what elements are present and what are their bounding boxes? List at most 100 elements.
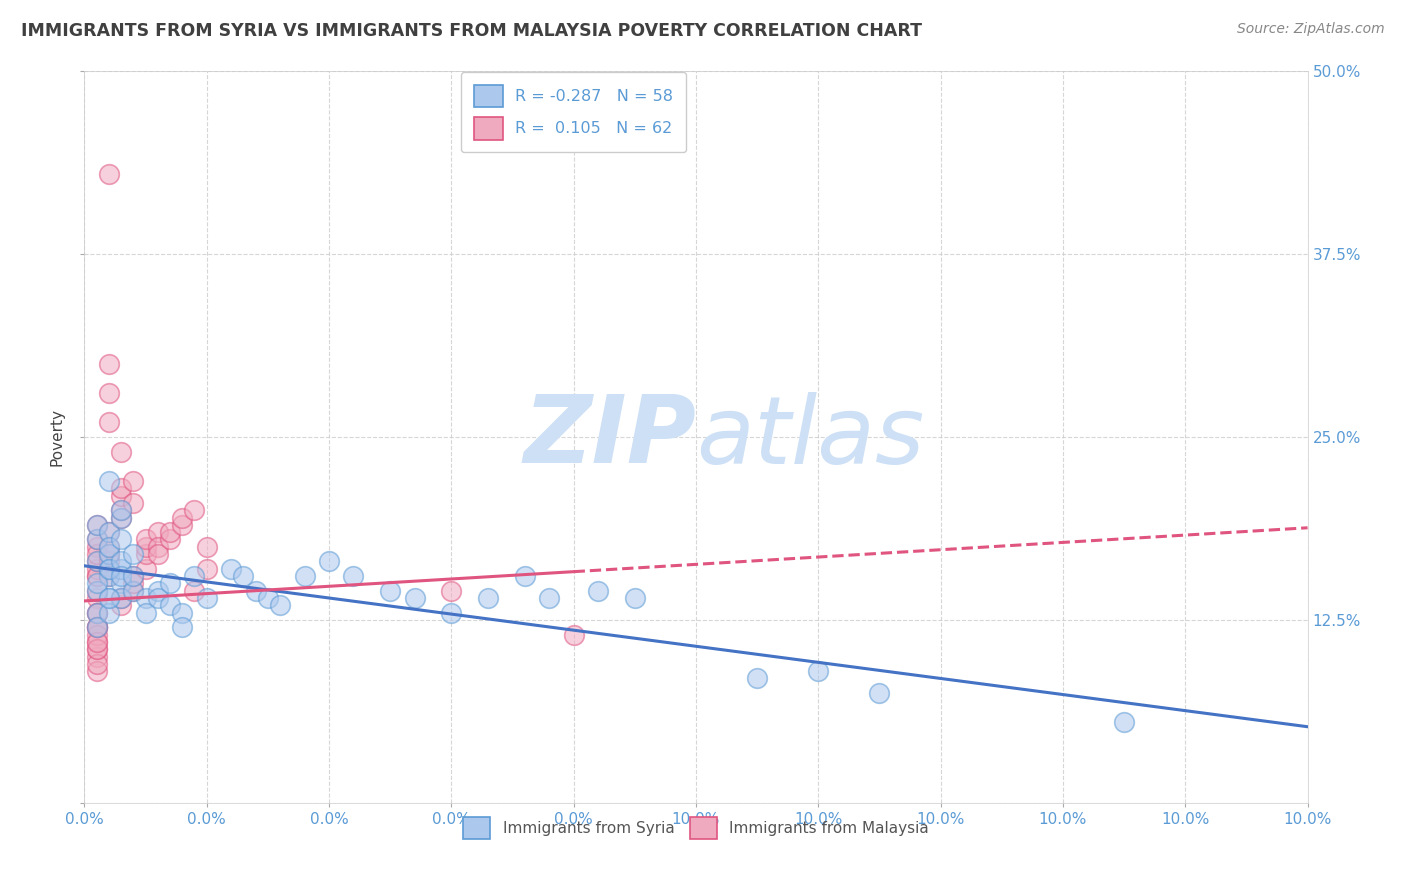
Point [97, 547, 120, 561]
Point [97, 569, 120, 583]
Point [135, 562, 157, 576]
Point [97, 540, 120, 554]
Point [86, 635, 108, 649]
Point [97, 357, 120, 371]
Point [146, 583, 169, 598]
Point [513, 569, 536, 583]
Point [86, 627, 108, 641]
Point [86, 591, 108, 605]
Legend: Immigrants from Syria, Immigrants from Malaysia: Immigrants from Syria, Immigrants from M… [456, 809, 936, 847]
Point [135, 533, 157, 547]
Point [380, 583, 402, 598]
Point [257, 591, 280, 605]
Point [110, 510, 132, 524]
Point [86, 664, 108, 678]
Point [86, 649, 108, 664]
Point [122, 583, 145, 598]
Text: Source: ZipAtlas.com: Source: ZipAtlas.com [1237, 22, 1385, 37]
Point [97, 525, 120, 540]
Point [86, 576, 108, 591]
Point [269, 599, 291, 613]
Point [97, 474, 120, 488]
Point [807, 664, 830, 678]
Point [869, 686, 891, 700]
Point [122, 496, 145, 510]
Point [97, 167, 120, 181]
Point [538, 591, 561, 605]
Point [172, 620, 194, 634]
Point [232, 569, 254, 583]
Point [110, 503, 132, 517]
Point [86, 583, 108, 598]
Point [135, 547, 157, 561]
Point [110, 576, 132, 591]
Point [110, 489, 132, 503]
Point [97, 525, 120, 540]
Point [477, 591, 499, 605]
Point [110, 591, 132, 605]
Text: ZIP: ZIP [523, 391, 696, 483]
Point [110, 444, 132, 458]
Point [86, 554, 108, 568]
Point [86, 620, 108, 634]
Point [195, 591, 218, 605]
Point [122, 474, 145, 488]
Point [195, 562, 218, 576]
Point [122, 576, 145, 591]
Point [747, 672, 769, 686]
Point [86, 583, 108, 598]
Point [586, 583, 609, 598]
Point [97, 591, 120, 605]
Point [86, 606, 108, 620]
Point [86, 517, 108, 532]
Point [110, 591, 132, 605]
Point [110, 481, 132, 495]
Point [135, 606, 157, 620]
Point [86, 569, 108, 583]
Text: atlas: atlas [696, 392, 924, 483]
Point [110, 599, 132, 613]
Point [146, 547, 169, 561]
Point [183, 583, 205, 598]
Point [97, 569, 120, 583]
Point [440, 583, 463, 598]
Point [172, 517, 194, 532]
Point [122, 583, 145, 598]
Point [97, 540, 120, 554]
Point [172, 510, 194, 524]
Point [86, 547, 108, 561]
Point [1114, 715, 1136, 730]
Point [86, 606, 108, 620]
Point [97, 386, 120, 401]
Point [342, 569, 364, 583]
Point [110, 562, 132, 576]
Point [86, 533, 108, 547]
Point [110, 533, 132, 547]
Point [624, 591, 647, 605]
Point [183, 569, 205, 583]
Point [97, 416, 120, 430]
Point [86, 540, 108, 554]
Point [159, 525, 181, 540]
Point [86, 620, 108, 634]
Point [86, 642, 108, 657]
Point [97, 562, 120, 576]
Point [159, 599, 181, 613]
Point [219, 562, 242, 576]
Point [294, 569, 316, 583]
Point [97, 591, 120, 605]
Point [86, 562, 108, 576]
Point [122, 569, 145, 583]
Point [86, 554, 108, 568]
Point [122, 547, 145, 561]
Point [97, 547, 120, 561]
Point [86, 517, 108, 532]
Point [86, 606, 108, 620]
Point [86, 620, 108, 634]
Point [86, 642, 108, 657]
Point [110, 554, 132, 568]
Point [97, 562, 120, 576]
Point [146, 591, 169, 605]
Point [146, 540, 169, 554]
Point [110, 503, 132, 517]
